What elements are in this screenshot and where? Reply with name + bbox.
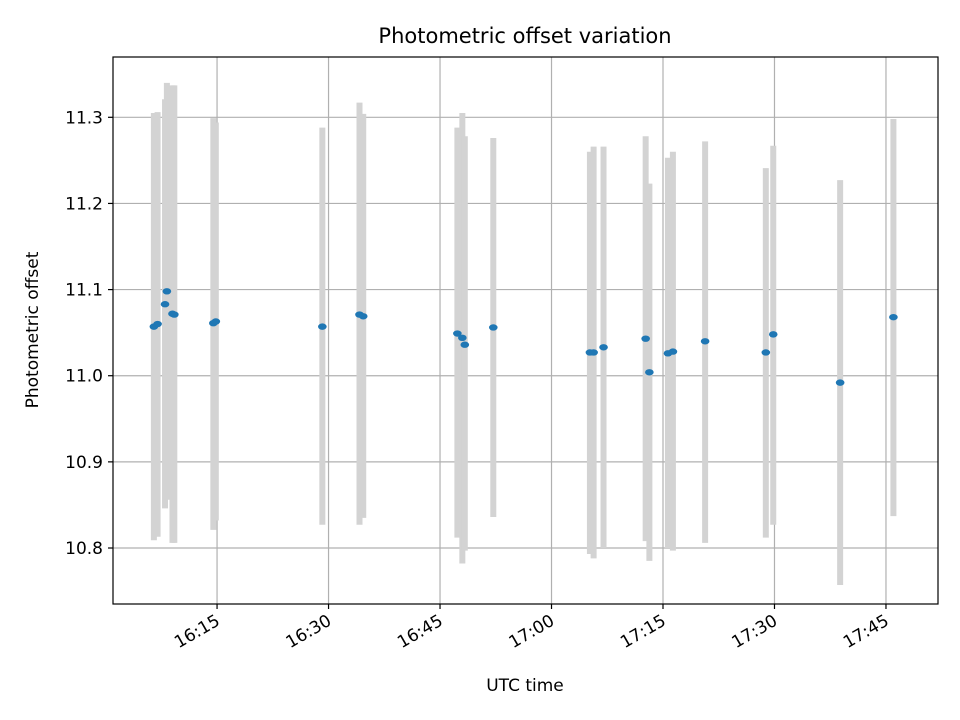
data-point — [769, 331, 778, 337]
data-point — [836, 379, 845, 385]
y-tick-label: 11.2 — [65, 194, 103, 214]
y-tick-label: 11.3 — [65, 108, 103, 128]
y-tick-label: 10.8 — [65, 539, 103, 559]
data-point — [889, 314, 898, 320]
y-tick-label: 11.1 — [65, 281, 103, 301]
x-axis-label: UTC time — [486, 676, 564, 696]
data-point — [212, 318, 221, 324]
data-point — [318, 323, 327, 329]
data-point — [359, 313, 368, 319]
y-axis-label: Photometric offset — [23, 251, 43, 408]
data-point — [161, 301, 170, 307]
data-point — [645, 369, 654, 375]
data-point — [599, 344, 608, 350]
data-point — [163, 288, 172, 294]
data-point — [701, 338, 710, 344]
data-point — [762, 349, 771, 355]
data-point — [458, 335, 467, 341]
data-point — [641, 335, 650, 341]
chart-title: Photometric offset variation — [378, 24, 671, 48]
data-point — [170, 311, 179, 317]
data-point — [589, 349, 598, 355]
data-point — [489, 324, 498, 330]
y-tick-label: 11.0 — [65, 367, 103, 387]
data-point — [461, 342, 470, 348]
data-point — [669, 348, 678, 354]
data-point — [153, 321, 162, 327]
y-tick-label: 10.9 — [65, 453, 103, 473]
